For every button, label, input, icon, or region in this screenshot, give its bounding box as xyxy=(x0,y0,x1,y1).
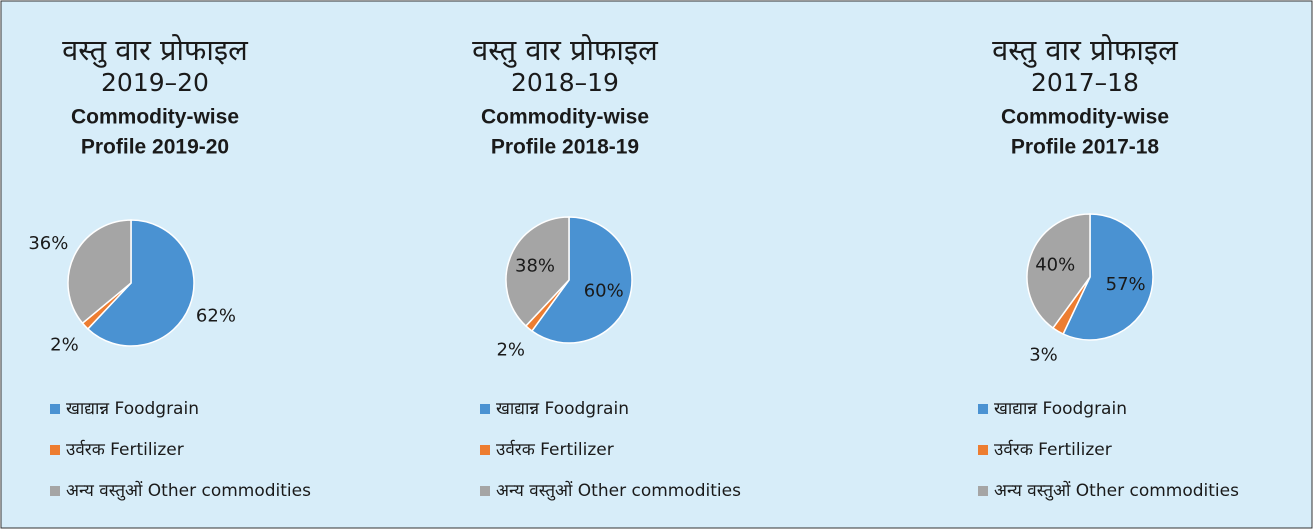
data-label: 3% xyxy=(1029,345,1058,366)
chart-title: वस्तु वार प्रोफाइल xyxy=(472,33,659,68)
legend-label: उर्वरक Fertilizer xyxy=(496,439,614,460)
legend-label: उर्वरक Fertilizer xyxy=(66,439,184,460)
legend-label: खाद्यान्न Foodgrain xyxy=(66,399,199,419)
chart-subtitle: Commodity-wise xyxy=(481,106,649,129)
legend-swatch xyxy=(50,486,60,496)
legend-swatch xyxy=(978,486,988,496)
chart-title-year: 2019–20 xyxy=(101,68,209,97)
legend-label: अन्य वस्तुओं Other commodities xyxy=(496,480,741,501)
legend-swatch xyxy=(978,445,988,455)
chart-subtitle: Profile 2018-19 xyxy=(491,136,639,159)
data-label: 36% xyxy=(28,233,68,254)
legend-swatch xyxy=(50,404,60,414)
pie-slice xyxy=(67,219,132,325)
chart-subtitle: Profile 2017-18 xyxy=(1011,136,1160,159)
chart-title: वस्तु वार प्रोफाइल xyxy=(992,33,1179,68)
chart-title: वस्तु वार प्रोफाइल xyxy=(62,33,249,68)
pie-slice xyxy=(1062,213,1154,341)
chart-subtitle: Profile 2019-20 xyxy=(81,136,229,159)
legend-label: उर्वरक Fertilizer xyxy=(994,439,1112,460)
legend-swatch xyxy=(978,404,988,414)
data-label: 40% xyxy=(1035,255,1075,276)
chart-subtitle: Commodity-wise xyxy=(1001,106,1169,129)
chart-title-year: 2017–18 xyxy=(1031,68,1139,97)
legend-swatch xyxy=(50,445,60,455)
pie-slice xyxy=(86,219,195,347)
legend-swatch xyxy=(480,445,490,455)
legend-swatch xyxy=(480,486,490,496)
legend-label: अन्य वस्तुओं Other commodities xyxy=(994,480,1239,501)
data-label: 57% xyxy=(1106,274,1146,295)
data-label: 2% xyxy=(50,335,79,356)
pie-slice xyxy=(530,216,633,344)
chart-subtitle: Commodity-wise xyxy=(71,106,239,129)
data-label: 60% xyxy=(584,280,624,301)
chart-title-year: 2018–19 xyxy=(511,68,619,97)
legend-label: खाद्यान्न Foodgrain xyxy=(496,399,629,419)
pie-slice xyxy=(1026,213,1091,330)
data-label: 2% xyxy=(496,339,525,360)
pie-slice xyxy=(505,216,570,327)
legend-label: खाद्यान्न Foodgrain xyxy=(994,399,1127,419)
legend-swatch xyxy=(480,404,490,414)
legend-label: अन्य वस्तुओं Other commodities xyxy=(66,480,311,501)
data-label: 62% xyxy=(196,306,236,327)
data-label: 38% xyxy=(515,256,555,277)
